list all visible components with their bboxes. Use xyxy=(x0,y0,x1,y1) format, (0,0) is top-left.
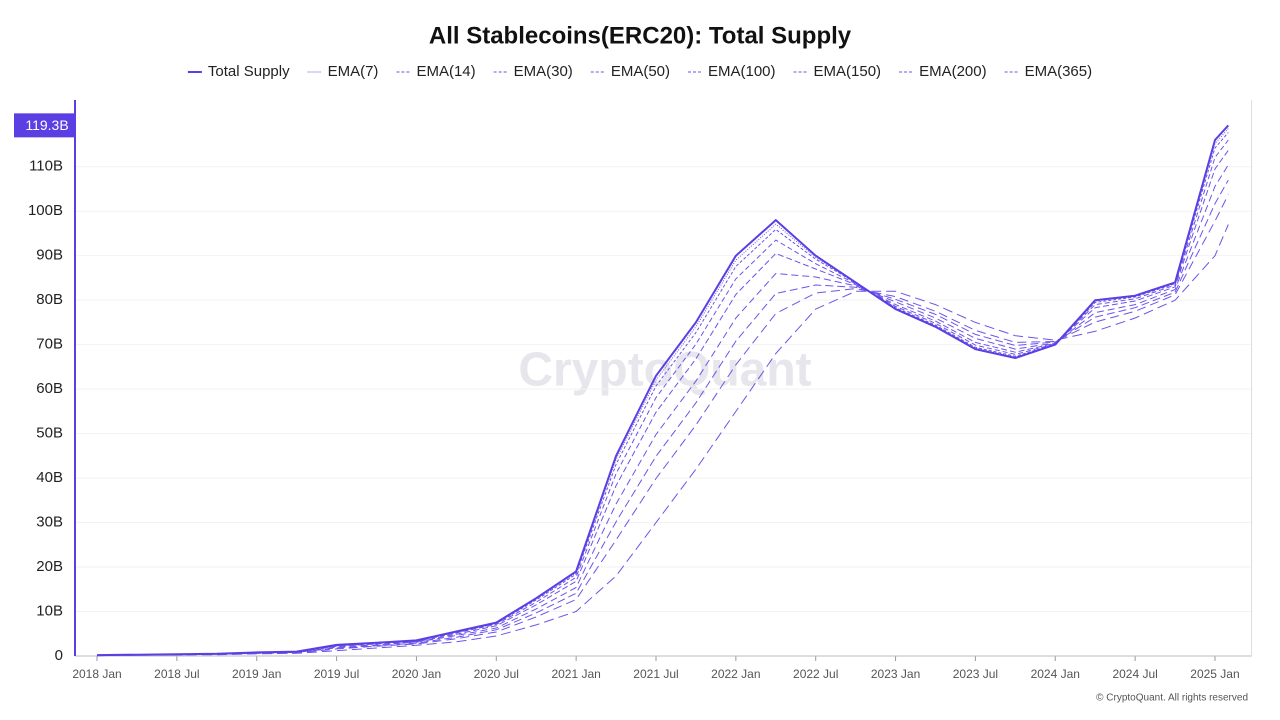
x-tick-label: 2022 Jul xyxy=(793,667,838,681)
legend-label: EMA(7) xyxy=(328,63,379,80)
watermark: CryptoQuant xyxy=(518,344,811,397)
legend-label: EMA(100) xyxy=(708,63,776,80)
legend-label: EMA(365) xyxy=(1025,63,1093,80)
y-tick-label: 70B xyxy=(36,336,63,353)
y-tick-label: 40B xyxy=(36,469,63,486)
x-tick-label: 2019 Jul xyxy=(314,667,359,681)
x-tick-label: 2023 Jul xyxy=(953,667,998,681)
series-line xyxy=(96,179,1229,657)
legend-label: EMA(150) xyxy=(814,63,882,80)
legend-label: EMA(30) xyxy=(514,63,573,80)
y-tick-label: 60B xyxy=(36,380,63,397)
footer: © CryptoQuant. All rights reserved xyxy=(1096,693,1248,704)
legend-label: EMA(50) xyxy=(611,63,670,80)
legend: Total Supply EMA(7) EMA(14) EMA(30) EMA(50) E… xyxy=(187,63,1093,80)
x-tick-label: 2024 Jan xyxy=(1031,667,1080,681)
y-tick-label: 10B xyxy=(36,602,63,619)
x-tick-label: 2025 Jan xyxy=(1190,667,1239,681)
x-tick-label: 2021 Jul xyxy=(633,667,678,681)
x-tick-label: 2024 Jul xyxy=(1112,667,1157,681)
y-tick-label: 50B xyxy=(36,425,63,442)
legend-label: Total Supply xyxy=(208,63,290,80)
x-tick-label: 2018 Jan xyxy=(72,667,121,681)
x-tick-label: 2019 Jan xyxy=(232,667,281,681)
x-tick-label: 2020 Jan xyxy=(392,667,441,681)
x-tick-label: 2020 Jul xyxy=(474,667,519,681)
y-tick-label: 110B xyxy=(29,158,63,175)
y-tick-label: 80B xyxy=(36,291,63,308)
y-tick-label: 0 xyxy=(55,647,63,664)
x-tick-label: 2023 Jan xyxy=(871,667,920,681)
current-value-box xyxy=(14,113,75,138)
y-tick-label: 30B xyxy=(36,514,63,531)
series-line xyxy=(96,164,1229,656)
x-tick-label: 2021 Jan xyxy=(551,667,600,681)
y-tick-label: 20B xyxy=(36,558,63,575)
series-line xyxy=(96,224,1229,657)
x-tick-label: 2018 Jul xyxy=(154,667,199,681)
chart-title: All Stablecoins(ERC20): Total Supply xyxy=(429,22,852,49)
y-tick-label: 100B xyxy=(28,202,63,219)
y-tick-label: 90B xyxy=(36,247,63,264)
series-line xyxy=(96,124,1230,657)
legend-label: EMA(200) xyxy=(919,63,987,80)
x-tick-label: 2022 Jan xyxy=(711,667,760,681)
current-value-label: 119.3B xyxy=(25,117,68,133)
series-line xyxy=(96,139,1229,656)
series-line xyxy=(96,150,1229,656)
legend-label: EMA(14) xyxy=(416,63,475,80)
